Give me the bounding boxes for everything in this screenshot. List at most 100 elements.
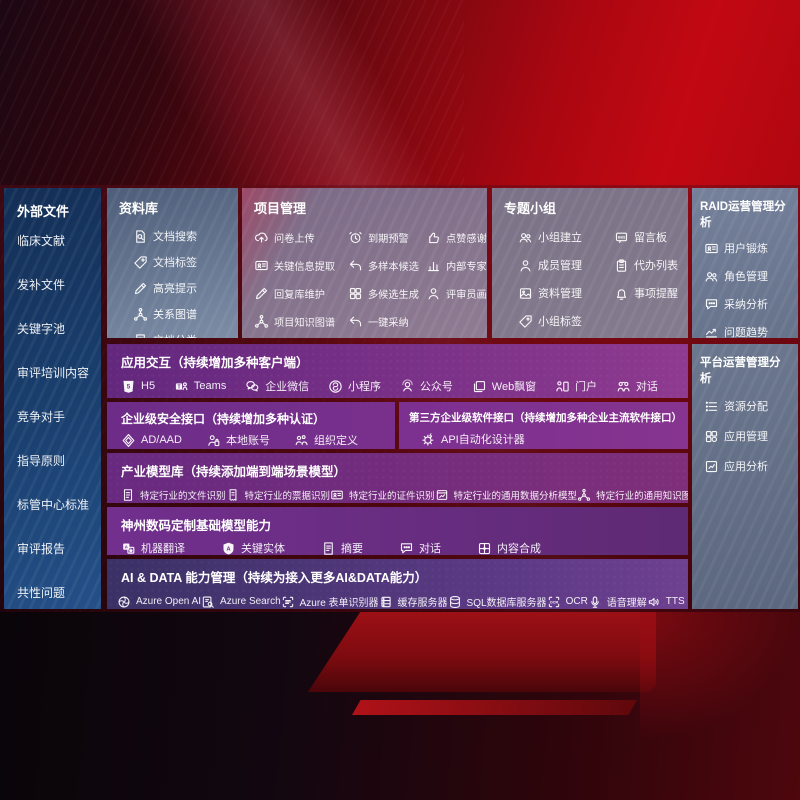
feature-item[interactable]: 小组标签 bbox=[518, 313, 614, 329]
sidebar-item[interactable]: 审评报告 bbox=[17, 542, 66, 556]
feature-label: 用户锻炼 bbox=[724, 243, 768, 255]
client-label: 企业微信 bbox=[265, 381, 310, 393]
capability-item[interactable]: 摘要 bbox=[321, 540, 363, 555]
capability-item[interactable]: 内容合成 bbox=[477, 540, 541, 555]
feature-board: 外部文件 临床文献 发补文件 关键字池 审评培训内容 竞争对手 指导原则 标管中… bbox=[0, 185, 800, 612]
model-label: 特定行业的通用知识图谱模型 bbox=[596, 491, 688, 502]
ai-service-item[interactable]: 缓存服务器 bbox=[379, 594, 448, 609]
auth-item[interactable]: AD/AAD bbox=[121, 433, 182, 448]
client-item[interactable]: 企业微信 bbox=[245, 378, 309, 394]
sidebar-item[interactable]: 发补文件 bbox=[17, 278, 66, 292]
feature-label: 评审员画像 bbox=[446, 289, 487, 301]
sidebar-item[interactable]: 指导原则 bbox=[17, 454, 66, 468]
feature-item[interactable]: 关系图谱 bbox=[133, 306, 238, 322]
search-doc-icon bbox=[201, 595, 215, 609]
auth-item[interactable]: 本地账号 bbox=[206, 432, 270, 448]
feature-item[interactable]: 回复库维护 bbox=[254, 286, 348, 301]
chat-dots-icon bbox=[399, 541, 414, 556]
capability-item[interactable]: A 关键实体 bbox=[221, 540, 285, 555]
ai-service-item[interactable]: Azure Open AI bbox=[117, 595, 201, 609]
model-item[interactable]: 特定行业的通用知识图谱模型 bbox=[577, 488, 688, 502]
model-item[interactable]: 特定行业的通用数据分析模型 bbox=[435, 488, 577, 502]
capability-label: 内容合成 bbox=[497, 543, 541, 555]
feature-item[interactable]: 评审员画像 bbox=[426, 286, 487, 301]
ai-service-item[interactable]: Azure Search bbox=[201, 595, 281, 609]
client-item[interactable]: T Teams bbox=[174, 379, 226, 394]
feature-label: 事项提醒 bbox=[634, 288, 678, 300]
feature-item[interactable]: 用户锻炼 bbox=[704, 240, 798, 256]
graph-icon bbox=[577, 488, 591, 502]
feature-item[interactable]: 资源分配 bbox=[704, 398, 798, 414]
capability-item[interactable]: A 机器翻译 bbox=[121, 540, 185, 555]
sidebar-item[interactable]: 审评培训内容 bbox=[17, 366, 90, 380]
speech-icon bbox=[588, 595, 602, 609]
feature-item[interactable]: 应用管理 bbox=[704, 428, 798, 444]
feature-label: 到期预警 bbox=[368, 233, 409, 245]
interface-item[interactable]: API自动化设计器 bbox=[421, 431, 525, 447]
feature-item[interactable]: 多候选生成 bbox=[348, 286, 426, 301]
feature-item[interactable]: 关键信息提取 bbox=[254, 258, 348, 273]
feature-item[interactable]: 到期预警 bbox=[348, 230, 426, 245]
ai-service-item[interactable]: 语音理解 bbox=[588, 594, 647, 609]
feature-item[interactable]: 代办列表 bbox=[614, 257, 684, 273]
feature-item[interactable]: 采纳分析 bbox=[704, 296, 798, 312]
alarm-icon bbox=[348, 230, 363, 245]
feature-item[interactable]: 点赞感谢 bbox=[426, 230, 487, 245]
reply-icon bbox=[348, 258, 363, 273]
sql-db-icon bbox=[448, 595, 462, 609]
feature-item[interactable]: 一键采纳 bbox=[348, 314, 426, 329]
ai-service-item[interactable]: OCR OCR bbox=[547, 595, 588, 609]
feature-label: 点赞感谢 bbox=[446, 233, 487, 245]
feature-item[interactable]: 高亮提示 bbox=[133, 280, 238, 296]
ai-service-label: Azure Open AI bbox=[136, 596, 202, 607]
client-item[interactable]: 小程序 bbox=[328, 378, 381, 394]
feature-item[interactable]: BBS 留言板 bbox=[614, 229, 684, 245]
client-item[interactable]: Web飘窗 bbox=[472, 378, 536, 394]
sidebar-item[interactable]: 竞争对手 bbox=[17, 410, 66, 424]
client-item[interactable]: 对话 bbox=[616, 378, 658, 394]
raid-analysis-panel: RAID运营管理分析 用户锻炼 角色管理 采纳分析 bbox=[692, 188, 798, 338]
feature-item[interactable]: 成员管理 bbox=[518, 257, 614, 273]
feature-item[interactable]: 问题趋势 bbox=[704, 324, 798, 338]
ai-service-item[interactable]: Azure 表单识别器 bbox=[281, 594, 379, 609]
wechat-icon bbox=[245, 379, 260, 394]
model-item[interactable]: 特定行业的证件识别 bbox=[330, 488, 435, 502]
client-item[interactable]: 公众号 bbox=[400, 378, 453, 394]
feature-item[interactable]: 文档标签 bbox=[133, 254, 238, 270]
feature-item[interactable]: 事项提醒 bbox=[614, 285, 684, 301]
feature-item[interactable]: 问卷上传 bbox=[254, 230, 348, 245]
feature-item[interactable]: 文档分类 bbox=[133, 332, 238, 338]
feature-item[interactable]: 项目知识图谱 bbox=[254, 314, 348, 329]
sidebar-item[interactable]: 临床文献 bbox=[17, 234, 66, 248]
feature-item[interactable]: 资料管理 bbox=[518, 285, 614, 301]
feature-label: 问题趋势 bbox=[724, 327, 768, 338]
ai-service-item[interactable]: TTS bbox=[647, 595, 685, 609]
model-item[interactable]: 特定行业的票据识别 bbox=[226, 488, 330, 502]
sidebar-item[interactable]: 共性问题 bbox=[17, 586, 66, 600]
topic-group-panel: 专题小组 小组建立 BBS 留言板 成员管理 bbox=[492, 188, 688, 338]
tts-icon bbox=[647, 595, 661, 609]
client-item[interactable]: 门户 bbox=[555, 378, 597, 394]
feature-item[interactable]: 文档搜索 bbox=[133, 228, 238, 244]
ai-service-item[interactable]: SQL数据库服务器 bbox=[448, 594, 547, 609]
panel-title: 平台运营管理分析 bbox=[700, 357, 781, 385]
grid-icon bbox=[348, 286, 363, 301]
sidebar-item[interactable]: 标管中心标准 bbox=[17, 498, 90, 512]
feature-item[interactable]: 多样本候选 bbox=[348, 258, 426, 273]
feature-item[interactable]: 小组建立 bbox=[518, 229, 614, 245]
svg-text:T: T bbox=[177, 384, 180, 390]
laptop-base-shape bbox=[352, 700, 637, 715]
feature-item[interactable]: 内部专家排名 bbox=[426, 258, 487, 273]
client-label: Teams bbox=[193, 380, 227, 392]
feature-label: 采纳分析 bbox=[724, 299, 768, 311]
client-label: 小程序 bbox=[348, 381, 382, 393]
sidebar-item[interactable]: 关键字池 bbox=[17, 322, 66, 336]
capability-item[interactable]: 对话 bbox=[399, 540, 441, 555]
feature-item[interactable]: 应用分析 bbox=[704, 458, 798, 474]
client-item[interactable]: 5 H5 bbox=[121, 379, 155, 394]
row-title: 产业模型库（持续添加端到端场景模型） bbox=[121, 465, 347, 479]
model-item[interactable]: 特定行业的文件识别 bbox=[121, 488, 226, 502]
tag-icon bbox=[518, 314, 533, 329]
feature-item[interactable]: 角色管理 bbox=[704, 268, 798, 284]
auth-item[interactable]: 组织定义 bbox=[294, 432, 358, 448]
